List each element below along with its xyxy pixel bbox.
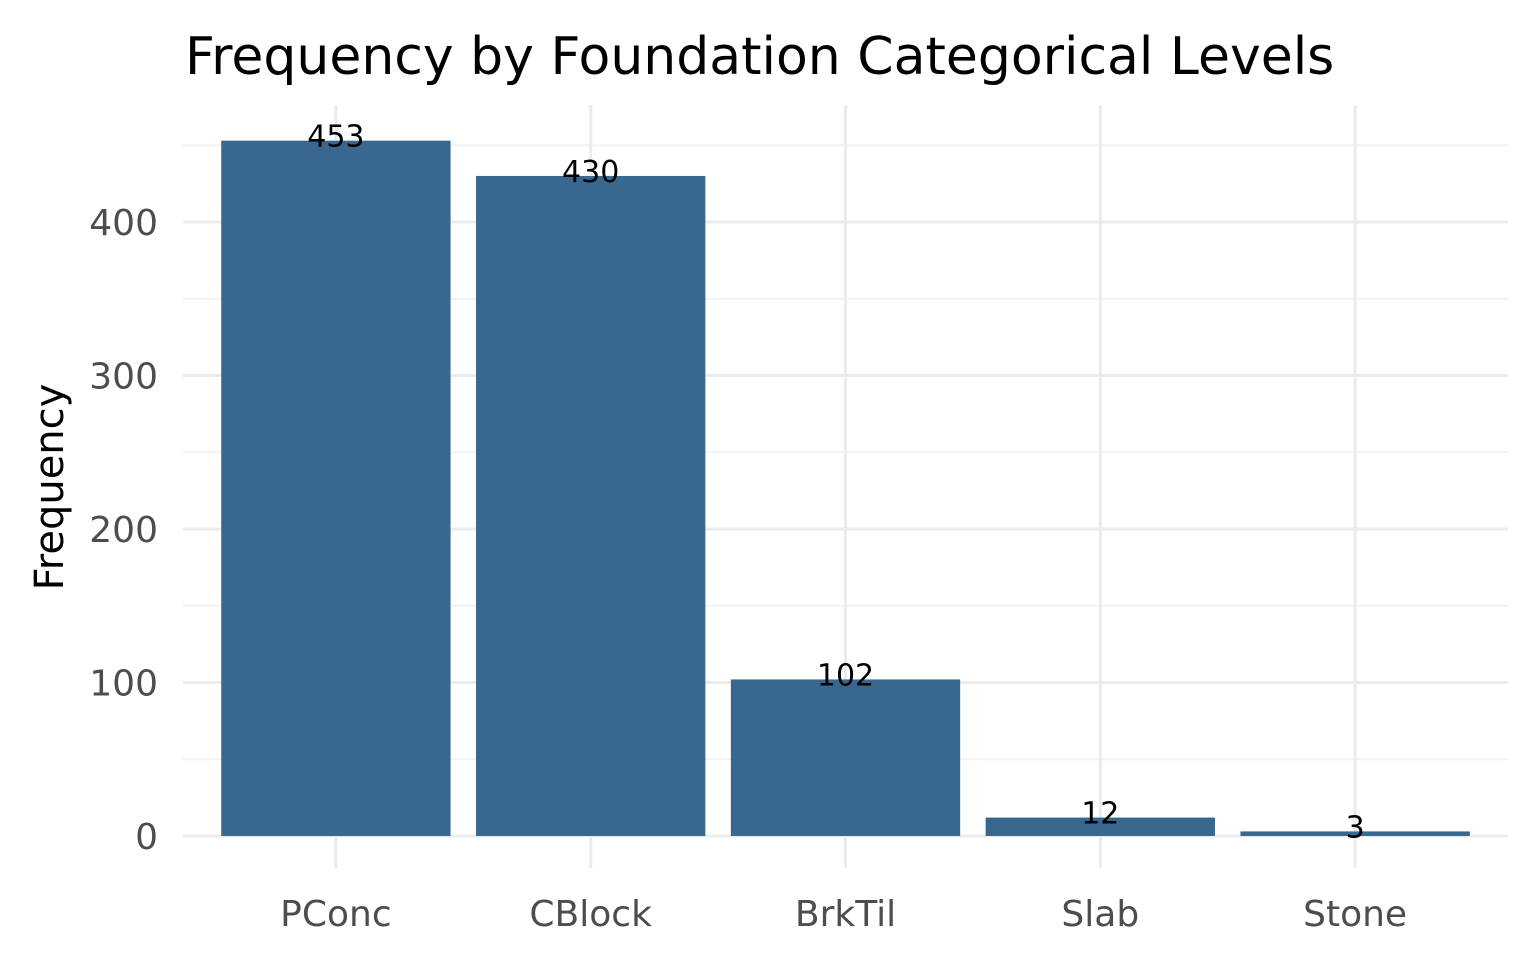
x-tick-label-brktil: BrkTil xyxy=(795,894,896,935)
y-tick-label: 300 xyxy=(89,357,158,398)
chart-title: Frequency by Foundation Categorical Leve… xyxy=(185,27,1334,87)
x-tick-label-cblock: CBlock xyxy=(529,894,652,935)
y-axis-title: Frequency xyxy=(27,384,73,591)
bar-cblock xyxy=(476,175,706,836)
y-tick-label: 200 xyxy=(89,510,158,551)
x-tick-label-slab: Slab xyxy=(1061,894,1139,935)
bars xyxy=(221,140,1470,836)
x-tick-label-pconc: PConc xyxy=(280,894,391,935)
data-label-stone: 3 xyxy=(1346,810,1365,845)
y-tick-label: 400 xyxy=(89,203,158,244)
bar-slab xyxy=(985,817,1215,836)
y-tick-label: 0 xyxy=(135,817,158,858)
data-label-pconc: 453 xyxy=(307,120,364,155)
data-label-cblock: 430 xyxy=(562,155,619,190)
x-axis-ticks: PConc CBlock BrkTil Slab Stone xyxy=(280,894,1407,935)
y-tick-label: 100 xyxy=(89,664,158,705)
data-label-slab: 12 xyxy=(1081,797,1119,832)
data-labels: 453 430 102 12 3 xyxy=(307,120,1364,846)
data-label-brktil: 102 xyxy=(817,658,874,693)
x-tick-label-stone: Stone xyxy=(1303,894,1407,935)
bar-pconc xyxy=(221,140,451,836)
y-axis-ticks: 0 100 200 300 400 xyxy=(89,203,158,858)
bar-stone xyxy=(1240,831,1470,836)
bar-brktil xyxy=(730,679,961,836)
